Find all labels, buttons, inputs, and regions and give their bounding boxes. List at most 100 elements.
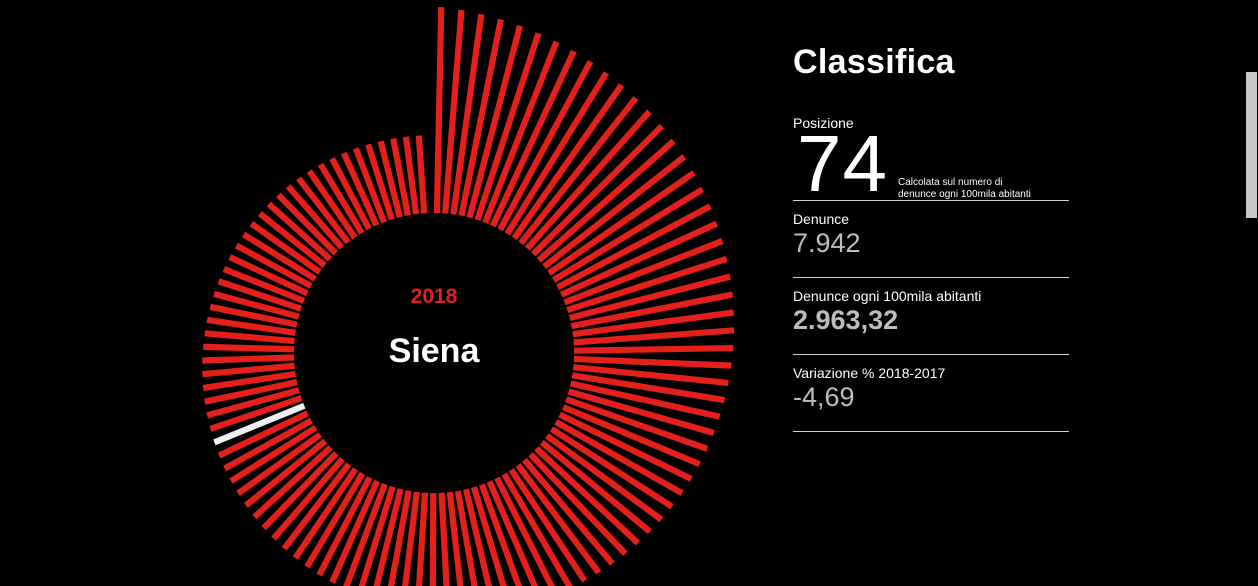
bar[interactable] — [539, 439, 652, 535]
bar[interactable] — [365, 143, 395, 221]
bar[interactable] — [478, 483, 526, 586]
bar[interactable] — [534, 446, 641, 546]
bar[interactable] — [545, 433, 664, 523]
bar[interactable] — [242, 231, 317, 282]
bar[interactable] — [281, 462, 352, 551]
bar[interactable] — [573, 355, 732, 369]
bar[interactable] — [471, 486, 510, 586]
bar[interactable] — [568, 273, 731, 322]
bar[interactable] — [304, 471, 366, 569]
bar[interactable] — [429, 492, 437, 586]
bar[interactable] — [536, 138, 676, 263]
bar[interactable] — [463, 488, 495, 586]
bar[interactable] — [234, 242, 313, 289]
bar[interactable] — [236, 432, 323, 497]
bar[interactable] — [229, 425, 318, 484]
bar-selected[interactable] — [213, 402, 306, 446]
bar[interactable] — [474, 32, 542, 221]
bar[interactable] — [329, 479, 381, 584]
bar[interactable] — [442, 9, 465, 214]
bar[interactable] — [554, 419, 684, 496]
bar[interactable] — [567, 388, 715, 436]
bar[interactable] — [433, 7, 445, 214]
bar[interactable] — [202, 362, 295, 378]
bar[interactable] — [515, 463, 602, 575]
bar[interactable] — [249, 221, 322, 275]
bar[interactable] — [415, 135, 428, 214]
bar[interactable] — [228, 254, 309, 297]
bar[interactable] — [202, 370, 297, 392]
bar[interactable] — [252, 445, 333, 520]
bar[interactable] — [373, 488, 404, 586]
bar[interactable] — [316, 475, 373, 577]
bar[interactable] — [561, 404, 701, 468]
bar[interactable] — [549, 426, 674, 510]
bar[interactable] — [454, 490, 479, 586]
bar[interactable] — [497, 60, 594, 232]
bar[interactable] — [566, 255, 728, 314]
bar[interactable] — [573, 327, 735, 346]
bar[interactable] — [276, 192, 338, 256]
bar[interactable] — [271, 456, 345, 541]
bar[interactable] — [558, 411, 693, 482]
bar[interactable] — [573, 344, 734, 354]
scrollbar-thumb[interactable] — [1246, 72, 1257, 218]
bar[interactable] — [206, 316, 296, 336]
bar[interactable] — [213, 290, 300, 320]
bar[interactable] — [494, 476, 556, 586]
bar[interactable] — [531, 123, 665, 257]
bar[interactable] — [292, 467, 359, 560]
bar[interactable] — [547, 170, 696, 276]
bar[interactable] — [446, 491, 464, 586]
bar[interactable] — [353, 147, 387, 224]
bar[interactable] — [261, 451, 339, 531]
bar[interactable] — [551, 186, 705, 283]
bar[interactable] — [402, 136, 420, 215]
bar[interactable] — [415, 492, 429, 586]
bar[interactable] — [518, 96, 639, 246]
bar[interactable] — [222, 266, 306, 304]
bar[interactable] — [285, 184, 345, 250]
bar[interactable] — [257, 211, 327, 268]
bar[interactable] — [572, 364, 729, 387]
bar[interactable] — [204, 330, 295, 345]
bar[interactable] — [572, 309, 735, 338]
bar[interactable] — [402, 491, 420, 586]
bar[interactable] — [482, 40, 560, 224]
bar[interactable] — [223, 417, 313, 472]
bar[interactable] — [508, 468, 588, 583]
bar[interactable] — [458, 18, 504, 217]
bar[interactable] — [511, 83, 625, 241]
bar[interactable] — [203, 343, 295, 353]
bar[interactable] — [490, 49, 577, 228]
bar[interactable] — [450, 13, 485, 215]
bar[interactable] — [438, 492, 450, 586]
bar[interactable] — [563, 238, 724, 306]
bar[interactable] — [559, 220, 719, 298]
bar[interactable] — [317, 162, 365, 235]
bar[interactable] — [209, 303, 298, 328]
bar[interactable] — [243, 438, 328, 508]
bar[interactable] — [206, 387, 300, 419]
bar[interactable] — [524, 109, 652, 251]
bar[interactable] — [341, 151, 380, 227]
bar[interactable] — [202, 354, 295, 364]
bar[interactable] — [556, 203, 712, 291]
bar[interactable] — [204, 379, 298, 405]
bar[interactable] — [390, 138, 411, 217]
bar[interactable] — [542, 154, 687, 270]
bar[interactable] — [565, 396, 709, 452]
bar[interactable] — [358, 485, 396, 586]
bar[interactable] — [306, 169, 358, 240]
bar[interactable] — [504, 71, 610, 236]
bar[interactable] — [528, 452, 628, 556]
bar[interactable] — [329, 156, 372, 231]
bar[interactable] — [571, 372, 726, 404]
bar[interactable] — [522, 457, 615, 566]
bar[interactable] — [209, 395, 303, 432]
bar[interactable] — [343, 482, 388, 586]
bar[interactable] — [569, 380, 721, 420]
bar[interactable] — [266, 201, 333, 262]
bar[interactable] — [377, 140, 403, 218]
bar[interactable] — [217, 278, 303, 312]
